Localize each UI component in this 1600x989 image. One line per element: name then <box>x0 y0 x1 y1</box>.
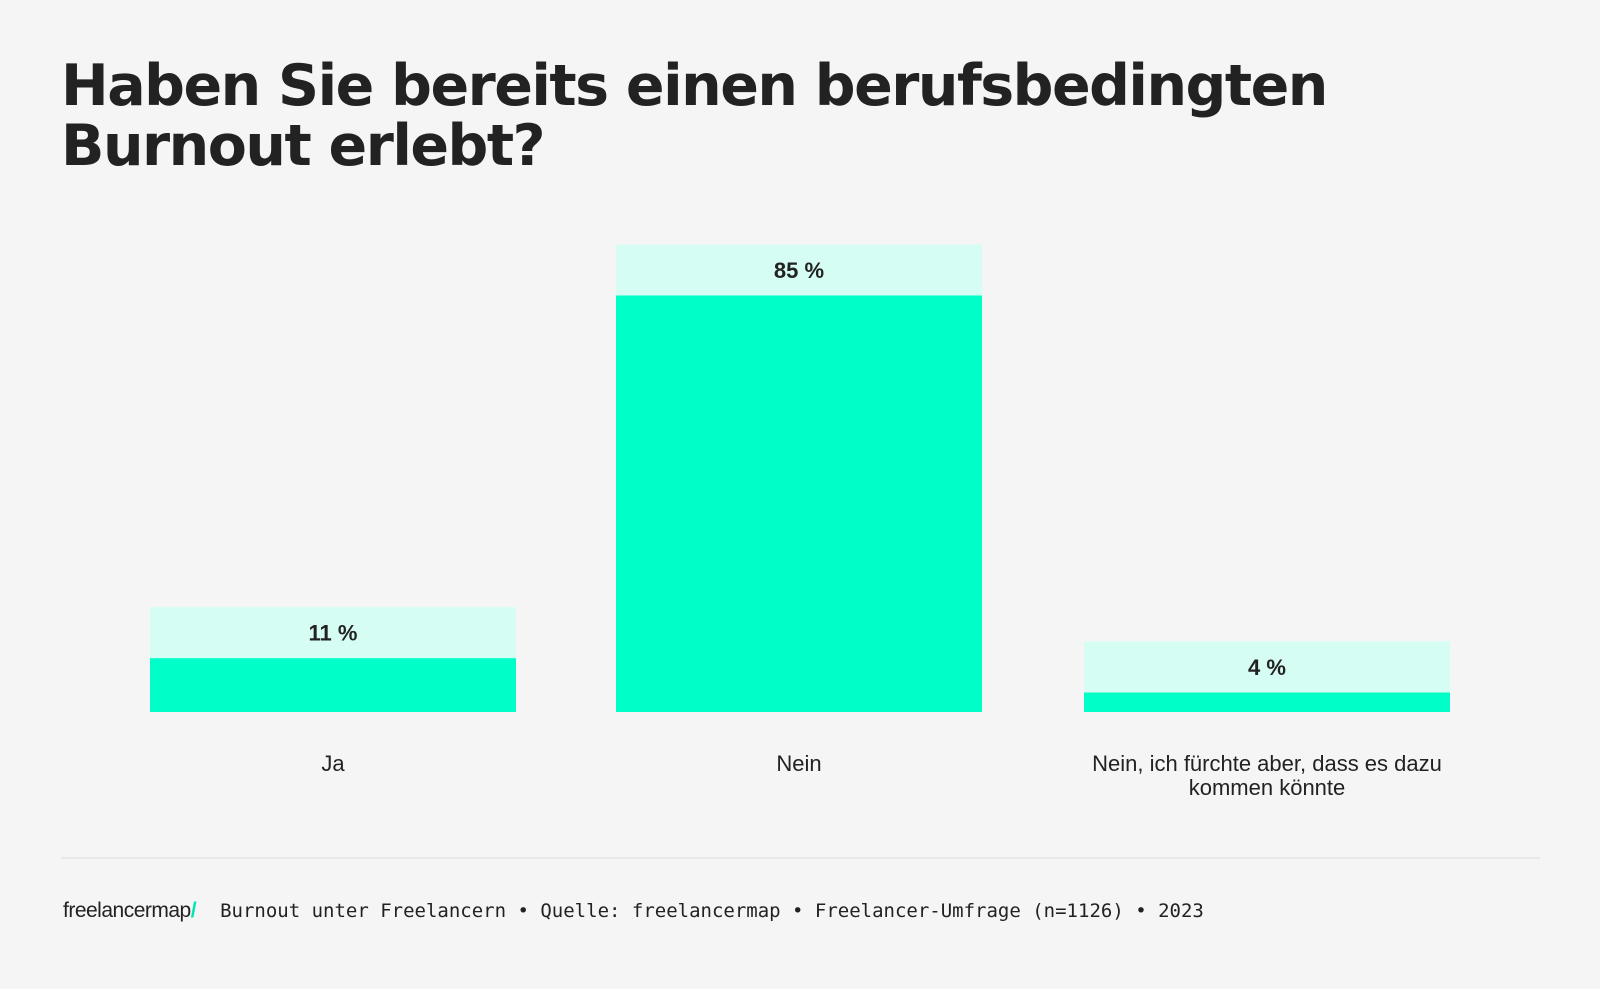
logo-slash: / <box>190 899 197 922</box>
bar-2 <box>1084 692 1450 712</box>
footer: freelancermap/ Burnout unter Freelancern… <box>63 899 1204 923</box>
bar-chart: 11 % 85 % 4 % <box>150 244 1450 712</box>
chart-title: Haben Sie bereits einen berufsbedingten … <box>61 53 1328 179</box>
footer-divider <box>61 857 1540 859</box>
category-label-0: Ja <box>321 751 345 776</box>
value-label-1: 85 % <box>774 258 824 283</box>
value-label-box-2 <box>1084 641 1450 693</box>
logo-text: freelancermap <box>63 899 191 922</box>
value-label-box-0 <box>150 607 516 659</box>
value-label-0: 11 % <box>309 621 358 646</box>
value-label-box-1 <box>616 244 982 296</box>
value-label-2: 4 % <box>1248 655 1286 680</box>
source-note: Burnout unter Freelancern • Quelle: free… <box>220 900 1204 922</box>
freelancermap-logo: freelancermap/ <box>63 899 197 923</box>
category-label-1: Nein <box>776 751 822 776</box>
bar-1 <box>616 295 982 712</box>
bar-0 <box>150 658 516 712</box>
category-label-2: Nein, ich fürchte aber, dass es dazu kom… <box>1092 751 1442 800</box>
